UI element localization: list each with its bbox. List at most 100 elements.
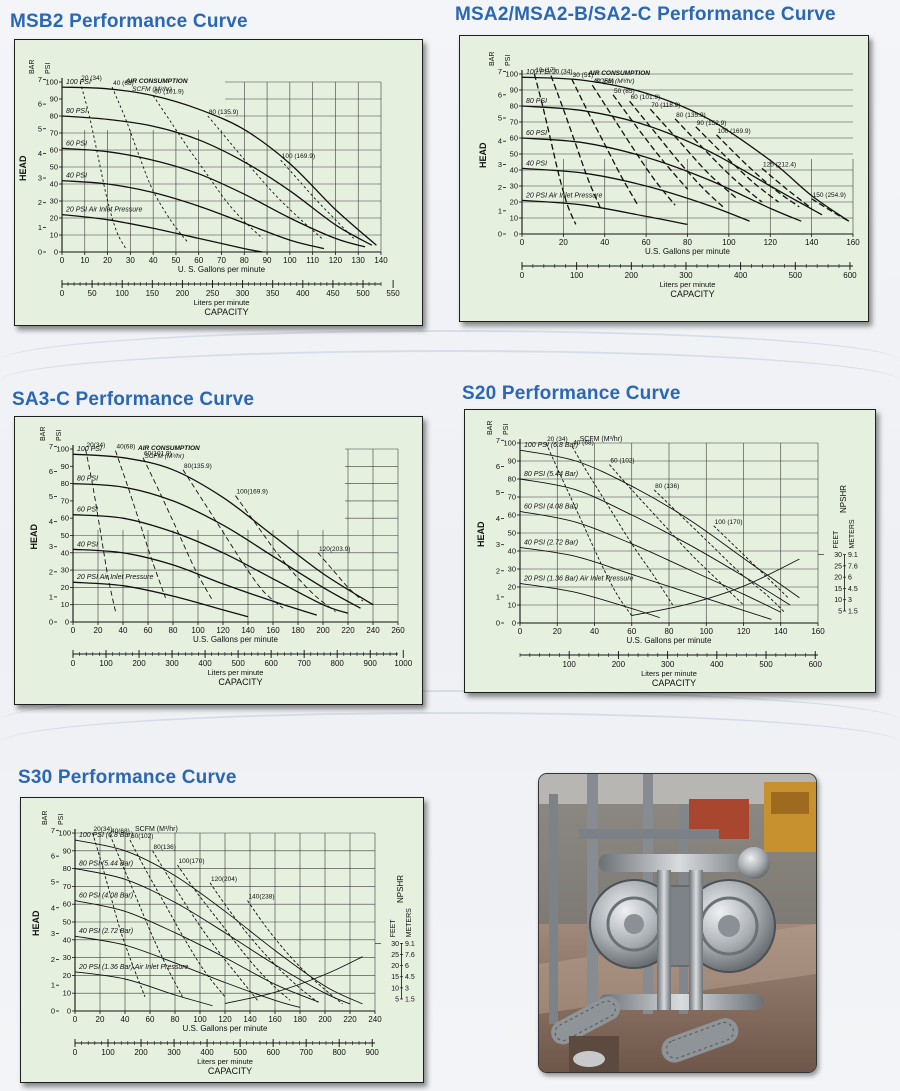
pressure-curve-label: 80 PSI [66, 108, 87, 115]
x-axis-title: U.S. Gallons per minute [183, 1024, 268, 1033]
liters-tick-label: 700 [299, 1048, 313, 1057]
npshr-feet-label: FEET [390, 919, 397, 938]
consumption-curve-label: 80 (135.9) [209, 109, 239, 116]
psi-tick-label: 80 [510, 102, 518, 111]
capacity-label: CAPACITY [208, 1066, 252, 1076]
chart-title-msb2: MSB2 Performance Curve [10, 11, 248, 32]
air-consumption-unit: SCFM (M³/hr) [595, 78, 635, 85]
pressure-curve [61, 213, 263, 253]
liters-tick-label: 200 [625, 271, 639, 280]
x-tick-label: 120 [764, 238, 778, 247]
liters-axis-title: Liters per minute [641, 669, 697, 678]
npshr-feet-tick: 20 [391, 963, 399, 970]
x-tick-label: 140 [243, 1015, 257, 1024]
npshr-feet-tick: 25 [834, 563, 842, 570]
pressure-curve-label: 80 PSI (5.44 Bar) [524, 471, 578, 478]
npshr-curve [631, 558, 800, 616]
x-tick-label: 140 [805, 238, 819, 247]
x-tick-label: 20 [96, 1015, 105, 1024]
psi-tick-label: 100 [503, 439, 516, 448]
x-tick-label: 160 [811, 627, 825, 636]
psi-tick-label: 30 [61, 566, 69, 575]
npshr-meter-tick: 7.6 [848, 563, 858, 570]
npshr-meter-tick: 7.6 [405, 952, 415, 959]
x-tick-label: 20 [94, 626, 103, 635]
pressure-curve-label: 60 PSI (4.08 Bar) [524, 503, 578, 510]
air-consumption-label: AIR CONSUMPTION [137, 445, 200, 452]
bar-tick-label: 7 [49, 442, 53, 451]
y-axis-title: HEAD [29, 523, 39, 549]
bar-tick-label: 0 [496, 619, 500, 628]
pressure-curve-label: 100 PSI (6.8 Bar) [524, 442, 578, 449]
consumption-curve-label: 90 (152.9) [697, 120, 727, 127]
air-consumption-unit: SCFM (M³/hr) [132, 86, 172, 93]
pressure-curve [61, 115, 373, 246]
s30-chart-panel: 0 10 20 30 40 50 60 70 80 90 100 0 1 2 3 4 5 6 7 BAR PSI HEAD… [20, 797, 424, 1083]
consumption-curve-label: 150 (254.9) [813, 192, 846, 199]
psi-tick-label: 70 [63, 882, 71, 891]
psi-tick-label: 70 [61, 496, 69, 505]
x-tick-label: 0 [73, 1015, 78, 1024]
consumption-curve [182, 469, 284, 609]
x-axis-title: U.S. Gallons per minute [627, 636, 712, 645]
consumption-curve [550, 75, 602, 209]
s20-chart-panel: 0 10 20 30 40 50 60 70 80 90 100 0 1 2 3 4 5 6 7 BAR PSI HEAD… [464, 409, 876, 693]
npshr-feet-tick: 20 [834, 575, 842, 582]
consumption-curve-label: 140(238) [249, 894, 275, 901]
diaphragm-pump-illustration [539, 774, 816, 1072]
liters-tick-label: 400 [710, 660, 724, 669]
liters-tick-label: 100 [99, 659, 113, 668]
psi-tick-label: 40 [61, 548, 69, 557]
psi-tick-label: 90 [510, 86, 518, 95]
x-tick-label: 60 [144, 626, 153, 635]
liters-tick-label: 300 [167, 1048, 181, 1057]
npshr-feet-tick: 15 [834, 586, 842, 593]
consumption-curve [280, 159, 355, 239]
y-axis-title: HEAD [31, 910, 41, 936]
consumption-curve [92, 832, 146, 997]
psi-tick-label: 100 [58, 829, 71, 838]
pressure-curve [72, 581, 249, 618]
psi-tick-label: 60 [63, 900, 71, 909]
psi-tick-label: 0 [512, 619, 516, 628]
pressure-curve [519, 546, 772, 620]
consumption-curve-label: 60(101.9) [144, 451, 172, 458]
bar-tick-label: 0 [49, 618, 53, 627]
consumption-curve-label: 40(68) [117, 444, 136, 451]
x-tick-label: 0 [518, 627, 523, 636]
consumption-curve [115, 450, 166, 598]
bar-tick-label: 0 [38, 248, 42, 257]
pressure-curve-label: 40 PSI [526, 160, 547, 167]
pressure-curve-label: 100 PSI [66, 79, 91, 86]
psi-tick-label: 30 [50, 197, 58, 206]
psi-tick-label: 80 [63, 864, 71, 873]
bar-tick-label: 3 [49, 542, 53, 551]
x-tick-label: 200 [316, 626, 330, 635]
liters-tick-label: 400 [200, 1048, 214, 1057]
liters-tick-label: 200 [176, 289, 190, 298]
consumption-curve-label: 80(135.9) [184, 463, 212, 470]
consumption-curve-label: 120(204) [211, 876, 237, 883]
liters-tick-label: 300 [165, 659, 179, 668]
y-axis-title: HEAD [478, 142, 488, 168]
consumption-curve-label: 100 (169.9) [717, 128, 750, 135]
pressure-curve-label: 80 PSI (5.44 Bar) [79, 861, 133, 868]
air-consumption-label: AIR CONSUMPTION [125, 78, 188, 85]
psi-unit-label: PSI [45, 63, 52, 74]
x-tick-label: 80 [665, 627, 674, 636]
consumption-curve [111, 86, 188, 243]
psi-tick-label: 100 [56, 445, 69, 454]
liters-axis-title: Liters per minute [660, 280, 716, 289]
consumption-curve [209, 882, 318, 1003]
psi-tick-label: 40 [63, 935, 71, 944]
psi-tick-label: 40 [510, 166, 518, 175]
pressure-curve-label: 40 PSI (2.72 Bar) [79, 928, 133, 935]
consumption-curve-label: 60 (101.9) [154, 89, 184, 96]
bar-tick-label: 3 [496, 540, 500, 549]
consumption-curve-label: 120(203.9) [319, 546, 350, 553]
consumption-curve [571, 446, 674, 606]
consumption-curve-label: 20(34) [87, 442, 106, 449]
consumption-curve-label: 40 (68) [113, 80, 134, 87]
consumption-curve [609, 464, 744, 606]
